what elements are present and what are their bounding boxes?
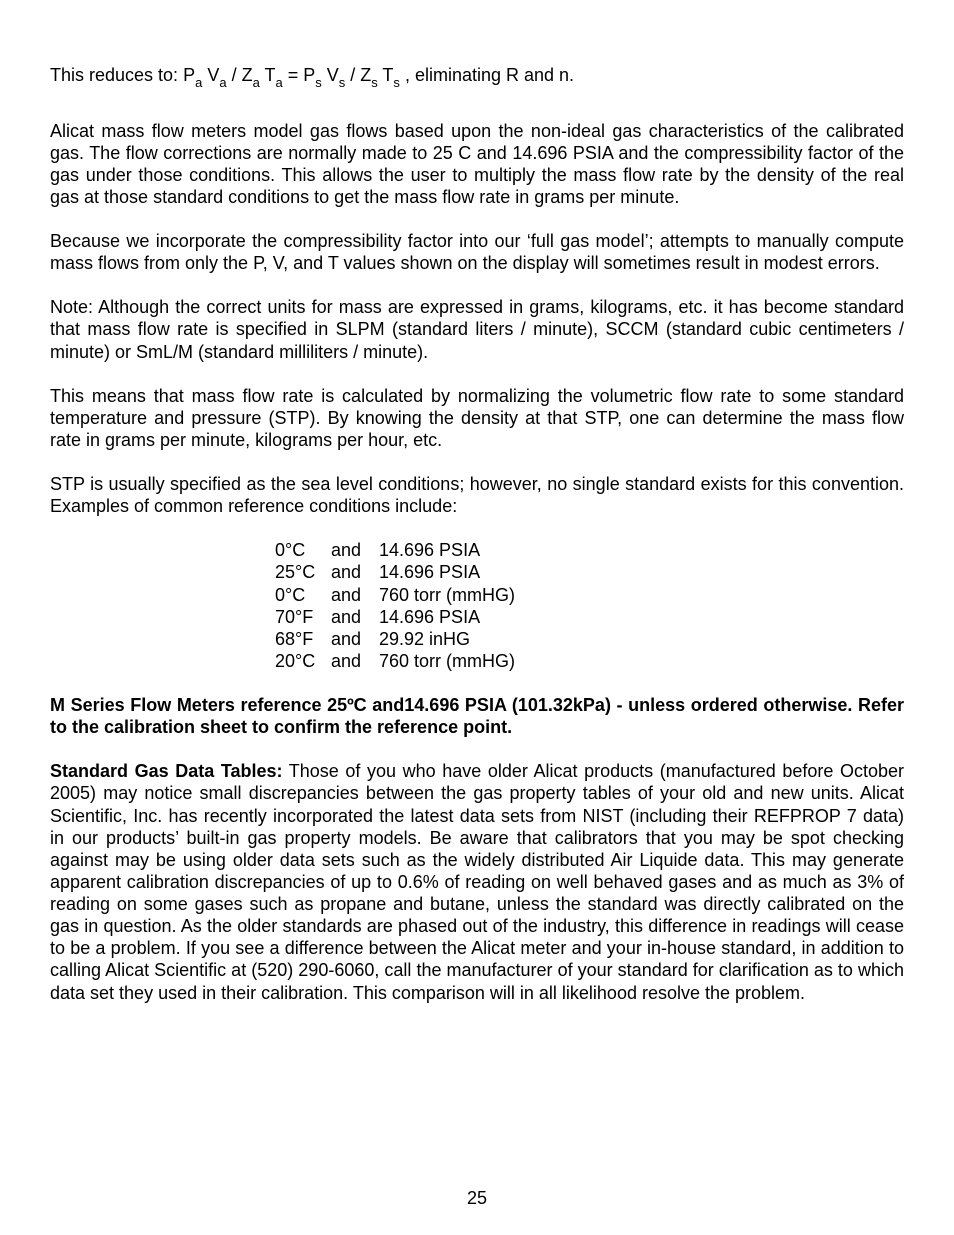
stp-pressure-cell: 14.696 PSIA (379, 606, 523, 628)
stp-pressure-cell: 760 torr (mmHG) (379, 584, 523, 606)
stp-conditions-table-wrapper: 0°Cand14.696 PSIA25°Cand14.696 PSIA0°Can… (50, 539, 904, 672)
stp-conditions-table: 0°Cand14.696 PSIA25°Cand14.696 PSIA0°Can… (275, 539, 523, 672)
page-number: 25 (0, 1187, 954, 1209)
table-row: 25°Cand14.696 PSIA (275, 561, 523, 583)
stp-temp-cell: 0°C (275, 539, 331, 561)
paragraph-5: STP is usually specified as the sea leve… (50, 473, 904, 517)
paragraph-3: Note: Although the correct units for mas… (50, 296, 904, 362)
paragraph-1: Alicat mass flow meters model gas flows … (50, 120, 904, 209)
stp-temp-cell: 70°F (275, 606, 331, 628)
stp-and-cell: and (331, 584, 379, 606)
equation-prefix: This reduces to: (50, 65, 183, 85)
standard-gas-data-paragraph: Standard Gas Data Tables: Those of you w… (50, 760, 904, 1003)
stp-temp-cell: 25°C (275, 561, 331, 583)
stp-temp-cell: 0°C (275, 584, 331, 606)
paragraph-2: Because we incorporate the compressibili… (50, 230, 904, 274)
equation-line: This reduces to: Pa Va / Za Ta = Ps Vs /… (50, 64, 904, 90)
table-row: 68°Fand29.92 inHG (275, 628, 523, 650)
stp-and-cell: and (331, 606, 379, 628)
stp-pressure-cell: 760 torr (mmHG) (379, 650, 523, 672)
table-row: 70°Fand14.696 PSIA (275, 606, 523, 628)
equation-expression: Pa Va / Za Ta = Ps Vs / Zs Ts (183, 65, 405, 85)
standard-gas-data-heading: Standard Gas Data Tables: (50, 761, 283, 781)
stp-table-body: 0°Cand14.696 PSIA25°Cand14.696 PSIA0°Can… (275, 539, 523, 672)
table-row: 0°Cand14.696 PSIA (275, 539, 523, 561)
stp-pressure-cell: 14.696 PSIA (379, 561, 523, 583)
standard-gas-data-body: Those of you who have older Alicat produ… (50, 761, 904, 1002)
stp-and-cell: and (331, 650, 379, 672)
table-row: 0°Cand760 torr (mmHG) (275, 584, 523, 606)
stp-pressure-cell: 14.696 PSIA (379, 539, 523, 561)
reference-bold-block: M Series Flow Meters reference 25ºC and1… (50, 694, 904, 738)
stp-and-cell: and (331, 628, 379, 650)
stp-pressure-cell: 29.92 inHG (379, 628, 523, 650)
stp-temp-cell: 68°F (275, 628, 331, 650)
equation-suffix: , eliminating R and n. (405, 65, 574, 85)
stp-temp-cell: 20°C (275, 650, 331, 672)
stp-and-cell: and (331, 539, 379, 561)
paragraph-4: This means that mass flow rate is calcul… (50, 385, 904, 451)
stp-and-cell: and (331, 561, 379, 583)
table-row: 20°Cand760 torr (mmHG) (275, 650, 523, 672)
